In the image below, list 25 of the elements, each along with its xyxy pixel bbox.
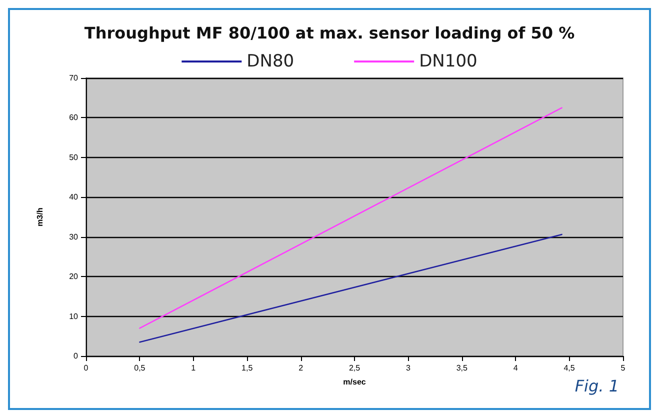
x-tick-label: 2,5 bbox=[348, 364, 361, 372]
y-tick-label: 60 bbox=[69, 113, 79, 122]
caption: Fig. 1 bbox=[574, 376, 619, 396]
x-tick-label: 3 bbox=[406, 364, 411, 372]
y-tick-label: 50 bbox=[69, 152, 79, 162]
x-tick-label: 3,5 bbox=[456, 364, 468, 372]
y-tick-label: 70 bbox=[69, 74, 79, 82]
x-tick-label: 1 bbox=[191, 364, 196, 372]
y-tick-label: 30 bbox=[69, 232, 79, 242]
y-tick-label: 10 bbox=[69, 312, 79, 321]
x-axis-title: m/sec bbox=[343, 378, 366, 386]
y-axis-title: m3/h bbox=[36, 208, 44, 226]
x-tick-label: 2 bbox=[298, 364, 304, 372]
legend-label: DN100 bbox=[419, 52, 478, 72]
x-tick-label: 0,5 bbox=[134, 364, 146, 372]
x-tick-label: 4,5 bbox=[564, 364, 576, 372]
x-tick-label: 1,5 bbox=[242, 364, 254, 372]
y-tick-label: 40 bbox=[69, 192, 79, 202]
y-tick-label: 0 bbox=[74, 352, 79, 360]
x-tick-label: 4 bbox=[513, 364, 518, 372]
x-tick-label: 5 bbox=[620, 364, 626, 372]
y-tick-label: 20 bbox=[69, 272, 79, 282]
chart-title: Throughput MF 80/100 at max. sensor loading of 50 % bbox=[84, 24, 575, 42]
legend-label: DN80 bbox=[246, 52, 294, 72]
x-tick-label: 0 bbox=[84, 364, 89, 372]
